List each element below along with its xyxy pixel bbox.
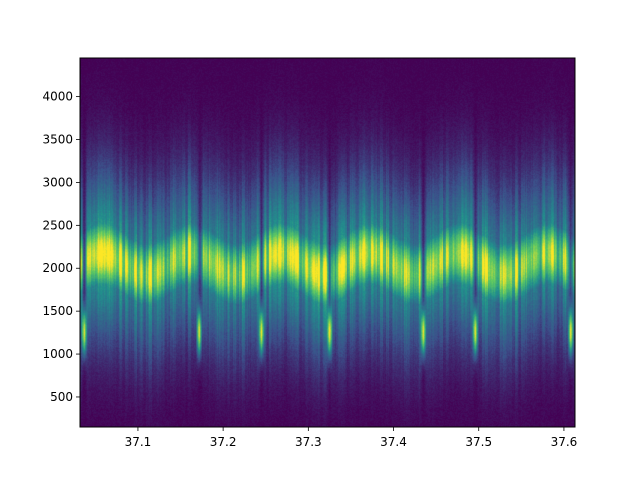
x-tick-label: 37.2 xyxy=(210,435,237,449)
x-tick-label: 37.4 xyxy=(380,435,407,449)
y-tick-label: 500 xyxy=(50,390,73,404)
x-tick-label: 37.1 xyxy=(125,435,152,449)
heatmap-image xyxy=(80,58,575,427)
y-tick-label: 4000 xyxy=(42,90,73,104)
y-axis: 500 1000 1500 2000 2500 3000 3500 4000 xyxy=(42,90,80,404)
y-tick-label: 2000 xyxy=(42,261,73,275)
x-tick-label: 37.5 xyxy=(465,435,492,449)
y-tick-label: 1500 xyxy=(42,304,73,318)
x-tick-label: 37.3 xyxy=(295,435,322,449)
y-tick-label: 3500 xyxy=(42,133,73,147)
axes-frame xyxy=(79,57,576,428)
y-tick-label: 2500 xyxy=(42,218,73,232)
y-tick-label: 1000 xyxy=(42,347,73,361)
x-axis: 37.1 37.2 37.3 37.4 37.5 37.6 xyxy=(125,427,578,449)
heatmap-area xyxy=(80,58,575,427)
x-tick-label: 37.6 xyxy=(551,435,578,449)
y-tick-label: 3000 xyxy=(42,175,73,189)
